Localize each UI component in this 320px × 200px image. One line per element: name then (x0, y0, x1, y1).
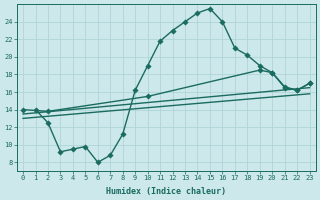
X-axis label: Humidex (Indice chaleur): Humidex (Indice chaleur) (106, 187, 226, 196)
